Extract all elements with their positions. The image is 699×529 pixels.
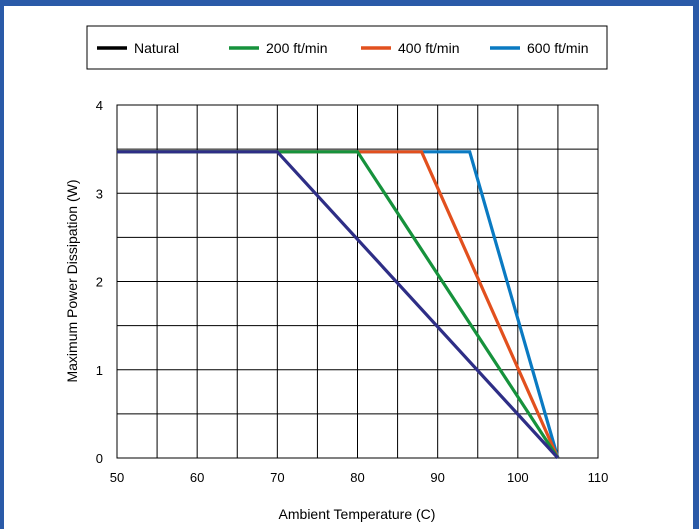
y-tick-label: 0 [96, 451, 103, 466]
legend-label: Natural [134, 40, 179, 56]
x-tick-label: 60 [190, 470, 204, 485]
series-line-2 [117, 150, 560, 459]
legend-label: 200 ft/min [266, 40, 327, 56]
y-tick-label: 2 [96, 275, 103, 290]
series-line-3 [117, 150, 560, 459]
legend: Natural 200 ft/min 400 ft/min 600 ft/min [86, 25, 608, 70]
y-tick-label: 1 [96, 363, 103, 378]
y-tick-label: 3 [96, 186, 103, 201]
frame-right-bar [693, 0, 699, 529]
x-axis-label: Ambient Temperature (C) [279, 506, 436, 522]
plot-border [116, 104, 599, 459]
series-line-1 [117, 150, 560, 460]
grid-lines [117, 105, 598, 458]
x-tick-label: 90 [430, 470, 444, 485]
legend-label: 400 ft/min [398, 40, 459, 56]
legend-label: 600 ft/min [527, 40, 588, 56]
legend-box [86, 25, 608, 70]
plot-area: 50 60 70 80 90 100 110 0 1 2 3 4 [96, 98, 609, 485]
series-line-4 [117, 150, 560, 459]
y-tick-labels: 0 1 2 3 4 [96, 98, 103, 466]
x-tick-label: 110 [588, 470, 609, 485]
x-tick-label: 70 [270, 470, 284, 485]
frame-top-bar [0, 0, 699, 6]
y-tick-label: 4 [96, 98, 103, 113]
x-tick-label: 100 [507, 470, 529, 485]
series-lines [117, 150, 560, 460]
frame-left-bar [0, 0, 4, 529]
x-tick-label: 50 [110, 470, 124, 485]
x-tick-labels: 50 60 70 80 90 100 110 [110, 470, 609, 485]
y-axis-label: Maximum Power Dissipation (W) [64, 179, 80, 382]
x-tick-label: 80 [350, 470, 364, 485]
